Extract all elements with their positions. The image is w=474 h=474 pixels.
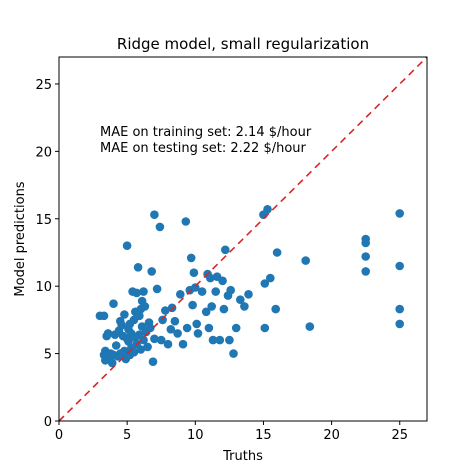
data-points-group [95, 205, 405, 368]
data-point [208, 335, 218, 345]
y-tick-label: 20 [35, 145, 52, 160]
data-point [170, 316, 180, 326]
data-point [395, 209, 405, 218]
x-tick-label: 25 [391, 428, 408, 443]
x-tick-label: 0 [55, 428, 63, 443]
data-point [204, 323, 214, 333]
x-tick-label: 15 [255, 428, 272, 443]
data-point [152, 284, 162, 294]
data-point [146, 323, 155, 333]
data-point [206, 273, 215, 283]
data-point [161, 306, 170, 315]
data-point [244, 290, 253, 299]
data-point [191, 283, 200, 292]
y-axis-label: Model predictions [13, 181, 28, 296]
data-point [176, 290, 185, 299]
data-point [271, 304, 281, 314]
data-point [193, 329, 203, 338]
data-point [124, 337, 133, 346]
data-point [148, 357, 158, 367]
data-point [197, 287, 207, 296]
data-point [173, 329, 182, 338]
data-point [163, 339, 173, 349]
data-point [117, 321, 126, 330]
data-point [225, 335, 234, 345]
data-point [109, 299, 118, 309]
data-point [361, 267, 371, 276]
data-point [395, 304, 405, 314]
y-tick-label: 0 [44, 415, 52, 430]
y-tick-label: 10 [35, 280, 52, 295]
y-tick-label: 5 [44, 348, 52, 363]
data-point [150, 334, 159, 344]
data-point [181, 217, 191, 226]
annotation-mae-testing: MAE on testing set: 2.22 $/hour [100, 141, 307, 156]
data-point [361, 252, 371, 261]
data-point [143, 342, 152, 352]
y-axis-ticks: 0 5 10 15 20 25 [35, 78, 59, 430]
data-point [136, 345, 146, 354]
data-point [260, 323, 270, 333]
data-point [103, 329, 113, 338]
data-point [135, 311, 144, 321]
data-point [158, 315, 167, 325]
data-point [147, 267, 156, 276]
data-point [221, 245, 230, 255]
x-axis-ticks: 0 5 10 15 20 25 [55, 421, 408, 443]
data-point [166, 325, 176, 334]
data-point [305, 322, 315, 331]
data-point [240, 302, 249, 311]
y-tick-label: 15 [35, 213, 52, 228]
data-point [188, 300, 197, 310]
data-point [301, 256, 311, 265]
x-tick-label: 10 [187, 428, 204, 443]
annotation-mae-training: MAE on training set: 2.14 $/hour [100, 125, 312, 140]
data-point [133, 263, 143, 272]
data-point [139, 287, 148, 296]
data-point [266, 273, 275, 283]
data-point [395, 261, 405, 271]
x-tick-label: 20 [323, 428, 340, 443]
y-tick-label: 25 [35, 78, 52, 93]
data-point [201, 307, 211, 317]
data-point [361, 238, 371, 248]
x-tick-label: 5 [123, 428, 131, 443]
plot-area-frame [58, 56, 428, 422]
data-point [215, 335, 225, 345]
data-point [140, 302, 150, 311]
data-point [139, 335, 148, 345]
data-point [218, 276, 227, 286]
data-point [182, 323, 192, 333]
data-point [189, 268, 199, 278]
data-point [178, 339, 188, 349]
data-point [186, 253, 196, 263]
data-point [219, 304, 229, 314]
data-point [150, 210, 159, 219]
data-point [229, 349, 238, 358]
data-point [167, 303, 177, 313]
data-point [122, 241, 132, 250]
data-point [111, 341, 121, 350]
data-point [395, 319, 405, 329]
data-point [272, 248, 282, 257]
data-point [236, 295, 245, 305]
data-point [211, 287, 220, 296]
chart-title: Ridge model, small regularization [117, 35, 369, 53]
data-point [120, 310, 129, 319]
data-point [226, 285, 235, 295]
data-point [132, 288, 141, 298]
x-axis-label: Truths [222, 449, 263, 464]
data-point [99, 311, 109, 321]
data-point [155, 222, 165, 232]
reference-diagonal-line [58, 56, 428, 422]
data-point [231, 323, 241, 333]
data-point [207, 302, 216, 311]
data-point [263, 205, 272, 214]
data-point [260, 279, 270, 288]
data-point [156, 335, 166, 345]
data-point [192, 319, 201, 329]
